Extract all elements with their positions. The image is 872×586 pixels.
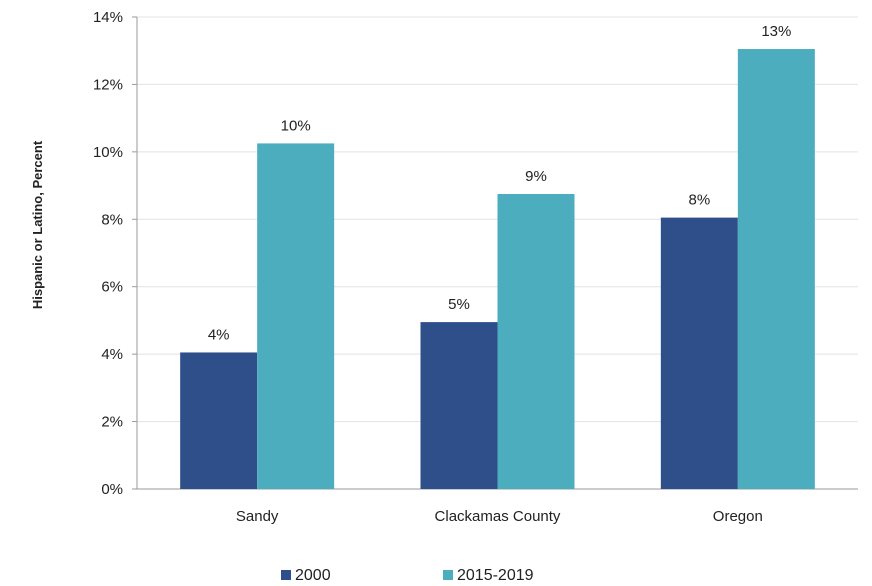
legend-swatch-2015-2019 <box>443 570 453 580</box>
y-tick-label: 6% <box>101 279 123 296</box>
bar-2015-2019-sandy <box>257 143 335 489</box>
legend-label: 2015-2019 <box>457 567 534 584</box>
y-tick-label: 12% <box>93 76 123 93</box>
data-label: 10% <box>281 117 311 134</box>
bar-2000-oregon <box>660 217 738 489</box>
bar-2015-2019-oregon <box>737 49 815 490</box>
x-category-label: Oregon <box>713 508 763 525</box>
legend: 2000 2015-2019 <box>281 567 534 584</box>
data-label: 9% <box>525 168 547 185</box>
legend-swatch-2000 <box>281 570 291 580</box>
y-tick-label: 14% <box>93 9 123 26</box>
data-label: 13% <box>761 23 791 40</box>
bar-2000-clackamas-county <box>420 322 498 489</box>
data-label: 4% <box>208 326 230 343</box>
legend-label: 2000 <box>295 567 331 584</box>
bars <box>180 49 815 490</box>
x-category-label: Sandy <box>236 508 279 525</box>
x-category-label: Clackamas County <box>435 508 561 525</box>
y-tick-label: 4% <box>101 346 123 363</box>
y-axis-label: Hispanic or Latino, Percent <box>30 140 45 309</box>
bar-2015-2019-clackamas-county <box>497 194 575 489</box>
y-tick-label: 2% <box>101 414 123 431</box>
y-tick-label: 8% <box>101 211 123 228</box>
data-labels: 4% 10% 5% 9% 8% 13% <box>208 23 792 343</box>
y-tick-label: 10% <box>93 144 123 161</box>
data-label: 8% <box>688 192 710 209</box>
bar-2000-sandy <box>180 352 258 489</box>
data-label: 5% <box>448 296 470 313</box>
y-tick-label: 0% <box>101 481 123 498</box>
